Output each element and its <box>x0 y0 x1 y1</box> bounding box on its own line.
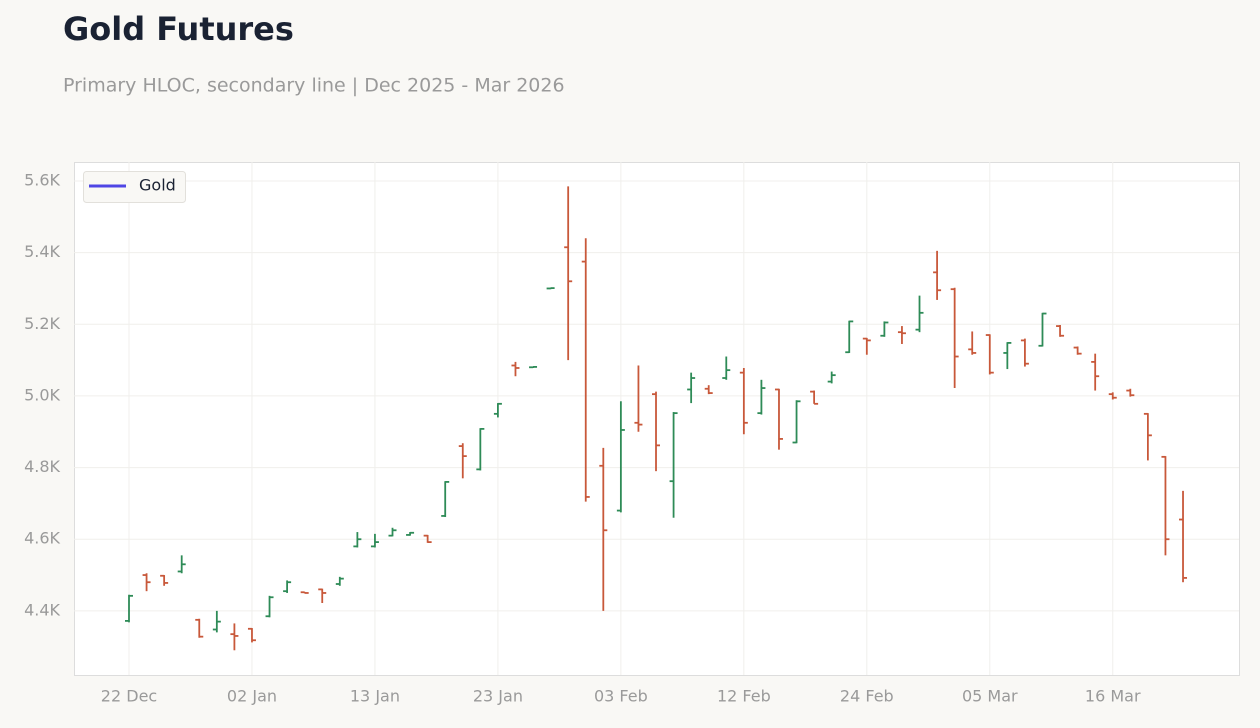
x-tick-label: 24 Feb <box>840 687 894 706</box>
plot-area <box>74 162 1240 676</box>
y-tick-label: 4.6K <box>24 529 60 548</box>
x-tick-label: 13 Jan <box>350 687 400 706</box>
y-tick-label: 5.4K <box>24 242 60 261</box>
x-tick-label: 03 Feb <box>594 687 648 706</box>
x-tick-label: 22 Dec <box>101 687 157 706</box>
y-tick-label: 5.6K <box>24 170 60 189</box>
x-tick-label: 02 Jan <box>227 687 277 706</box>
y-tick-label: 4.4K <box>24 600 60 619</box>
x-tick-label: 23 Jan <box>473 687 523 706</box>
y-tick-label: 4.8K <box>24 457 60 476</box>
chart-subtitle: Primary HLOC, secondary line | Dec 2025 … <box>63 75 565 97</box>
chart-title: Gold Futures <box>63 10 294 48</box>
legend-label: Gold <box>139 176 176 195</box>
x-tick-label: 05 Mar <box>962 687 1018 706</box>
x-tick-label: 12 Feb <box>717 687 771 706</box>
y-tick-label: 5.2K <box>24 314 60 333</box>
x-tick-label: 16 Mar <box>1085 687 1141 706</box>
y-tick-label: 5.0K <box>24 385 60 404</box>
legend-box <box>83 171 186 203</box>
